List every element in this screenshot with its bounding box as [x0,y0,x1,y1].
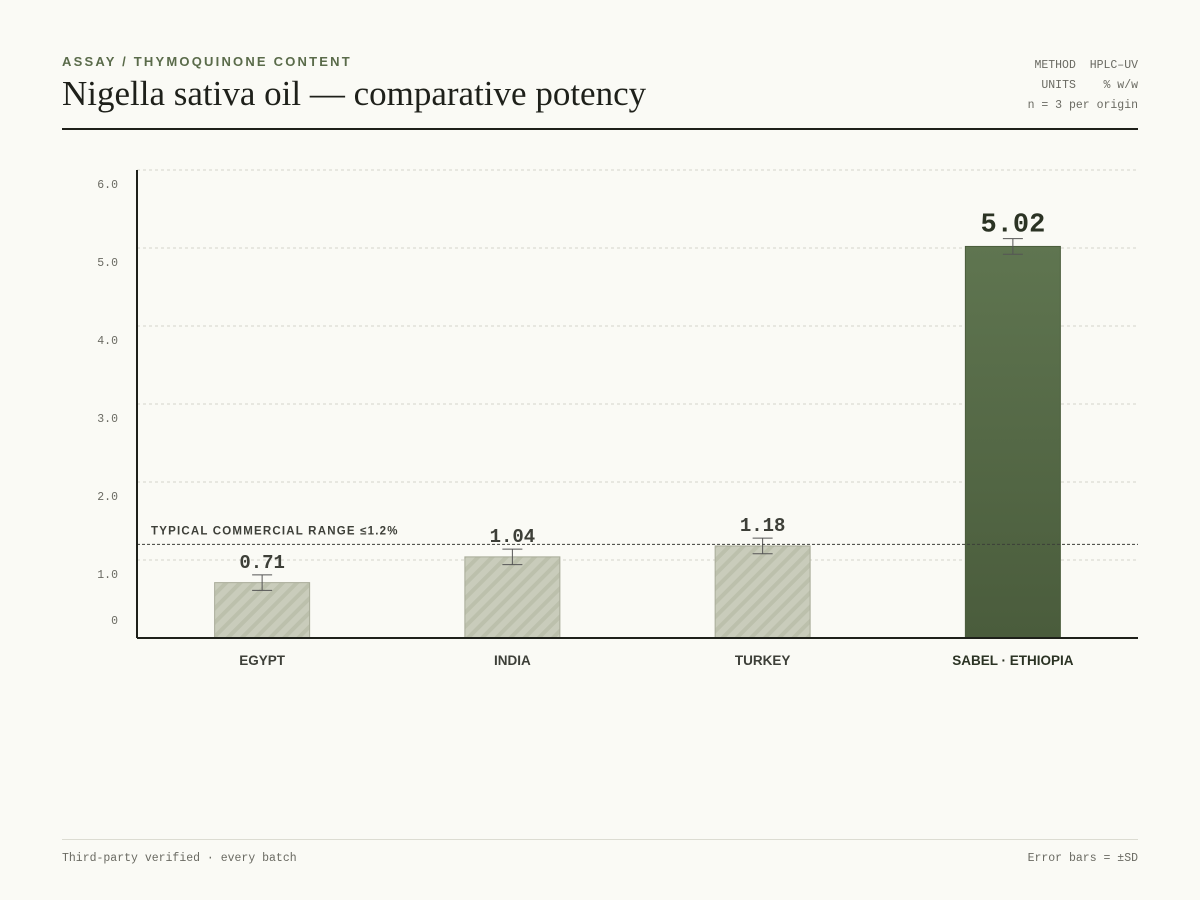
labels: 0.71 EGYPT 1.04 INDIA 1.18 TURKEY 5.02 SABEL · … [239,211,1074,668]
meta-method: METHOD HPLC–UV [1028,56,1138,76]
y-axis-ticks: 0 1.0 2.0 3.0 4.0 5.0 6.0 [97,179,118,628]
meta-units: UNITS % w/w [1028,76,1138,96]
axes [136,170,1138,639]
y-tick-label: 4.0 [97,335,118,348]
y-tick-label: 0 [111,615,118,628]
bars [214,238,1061,639]
category-label: TURKEY [735,653,791,668]
bar [464,556,561,639]
data-label: 1.18 [740,515,786,537]
bar-highlight [964,245,1061,639]
meta-method-label: METHOD [1034,59,1076,72]
meta-sample-size: n = 3 per origin [1028,96,1138,116]
y-tick-label: 3.0 [97,413,118,426]
category-label: INDIA [494,653,531,668]
meta-block: METHOD HPLC–UV UNITS % w/w n = 3 per ori… [1028,56,1138,116]
meta-units-label: UNITS [1041,79,1076,92]
meta-units-value: % w/w [1103,79,1138,92]
footer-legend-note: Error bars = ±SD [1027,852,1138,865]
bar [714,545,811,639]
header-rule [62,128,1138,130]
category-label: EGYPT [239,653,286,668]
chart-eyebrow: ASSAY / THYMOQUINONE CONTENT [62,54,352,69]
reference-line-group: TYPICAL COMMERCIAL RANGE ≤1.2% [137,525,1138,545]
data-label: 1.04 [490,526,536,548]
reference-line-label: TYPICAL COMMERCIAL RANGE ≤1.2% [151,525,399,537]
y-tick-label: 1.0 [97,569,118,582]
category-label: SABEL · ETHIOPIA [952,653,1074,668]
meta-sample-size-label: n = 3 per origin [1027,99,1138,112]
bar [214,582,311,639]
data-label: 0.71 [239,552,285,574]
y-tick-label: 6.0 [97,179,118,192]
y-tick-label: 5.0 [97,257,118,270]
data-label: 5.02 [980,211,1045,241]
footer-rule [62,839,1138,840]
page-title: Nigella sativa oil — comparative potency [62,74,647,113]
y-tick-label: 2.0 [97,491,118,504]
footer-note: Third-party verified · every batch [62,852,297,865]
meta-method-value: HPLC–UV [1089,59,1138,72]
